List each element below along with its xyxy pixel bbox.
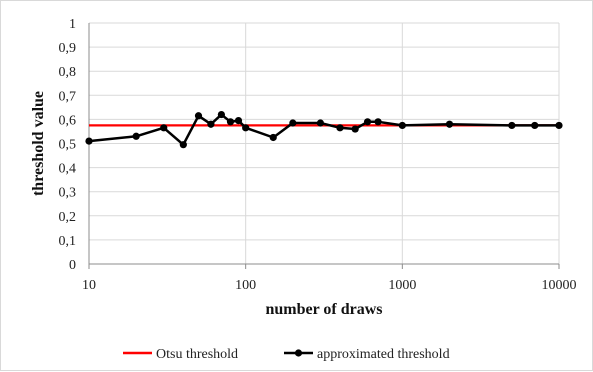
y-tick-label: 0,1 [59, 234, 77, 249]
legend-marker [294, 349, 303, 357]
data-point [160, 124, 168, 132]
data-point [555, 121, 563, 130]
data-point [85, 137, 93, 145]
x-tick-label: 1000 [388, 278, 416, 293]
y-tick-label: 0,4 [59, 162, 77, 177]
data-point [398, 121, 406, 130]
y-tick-label: 0,7 [59, 89, 77, 104]
data-point [242, 124, 250, 132]
grid-layer [88, 22, 560, 265]
x-tick-label: 10 [82, 278, 96, 293]
data-point [336, 124, 344, 132]
y-axis-title: threshold value [30, 91, 47, 196]
data-point [194, 112, 203, 120]
x-tick-label: 100 [235, 278, 256, 293]
y-tick-labels: 0 0,1 0,2 0,3 0,4 0,5 0,6 0,7 0,8 0,9 1 [59, 17, 77, 273]
data-point [508, 121, 516, 130]
series-layer [85, 110, 563, 149]
data-point [445, 120, 454, 128]
data-point [132, 132, 140, 140]
data-point [374, 118, 382, 126]
data-point [207, 120, 215, 128]
x-tick-labels: 10 100 1000 10000 [82, 278, 577, 293]
legend: Otsu threshold approximated threshold [123, 347, 450, 362]
data-point [269, 133, 277, 142]
data-point [179, 141, 187, 149]
y-tick-label: 0,5 [59, 138, 77, 153]
y-tick-label: 1 [69, 17, 76, 32]
y-tick-label: 0,9 [59, 41, 77, 56]
legend-label: Otsu threshold [156, 347, 238, 362]
data-point [363, 118, 372, 126]
y-tick-label: 0,3 [59, 186, 77, 201]
x-tick-label: 10000 [542, 278, 577, 293]
legend-label: approximated threshold [317, 347, 450, 362]
x-axis-title: number of draws [265, 301, 382, 318]
axes-layer [88, 23, 560, 269]
approximated-threshold-line [88, 113, 559, 146]
data-point [217, 110, 225, 119]
data-point [289, 119, 297, 127]
data-point [316, 119, 325, 127]
data-point [234, 117, 243, 125]
y-tick-label: 0,2 [59, 210, 77, 225]
data-point [226, 118, 235, 126]
data-point [351, 125, 359, 133]
y-tick-label: 0 [69, 258, 76, 273]
y-tick-label: 0,6 [59, 113, 77, 128]
y-tick-label: 0,8 [59, 65, 77, 80]
data-point [531, 121, 539, 130]
